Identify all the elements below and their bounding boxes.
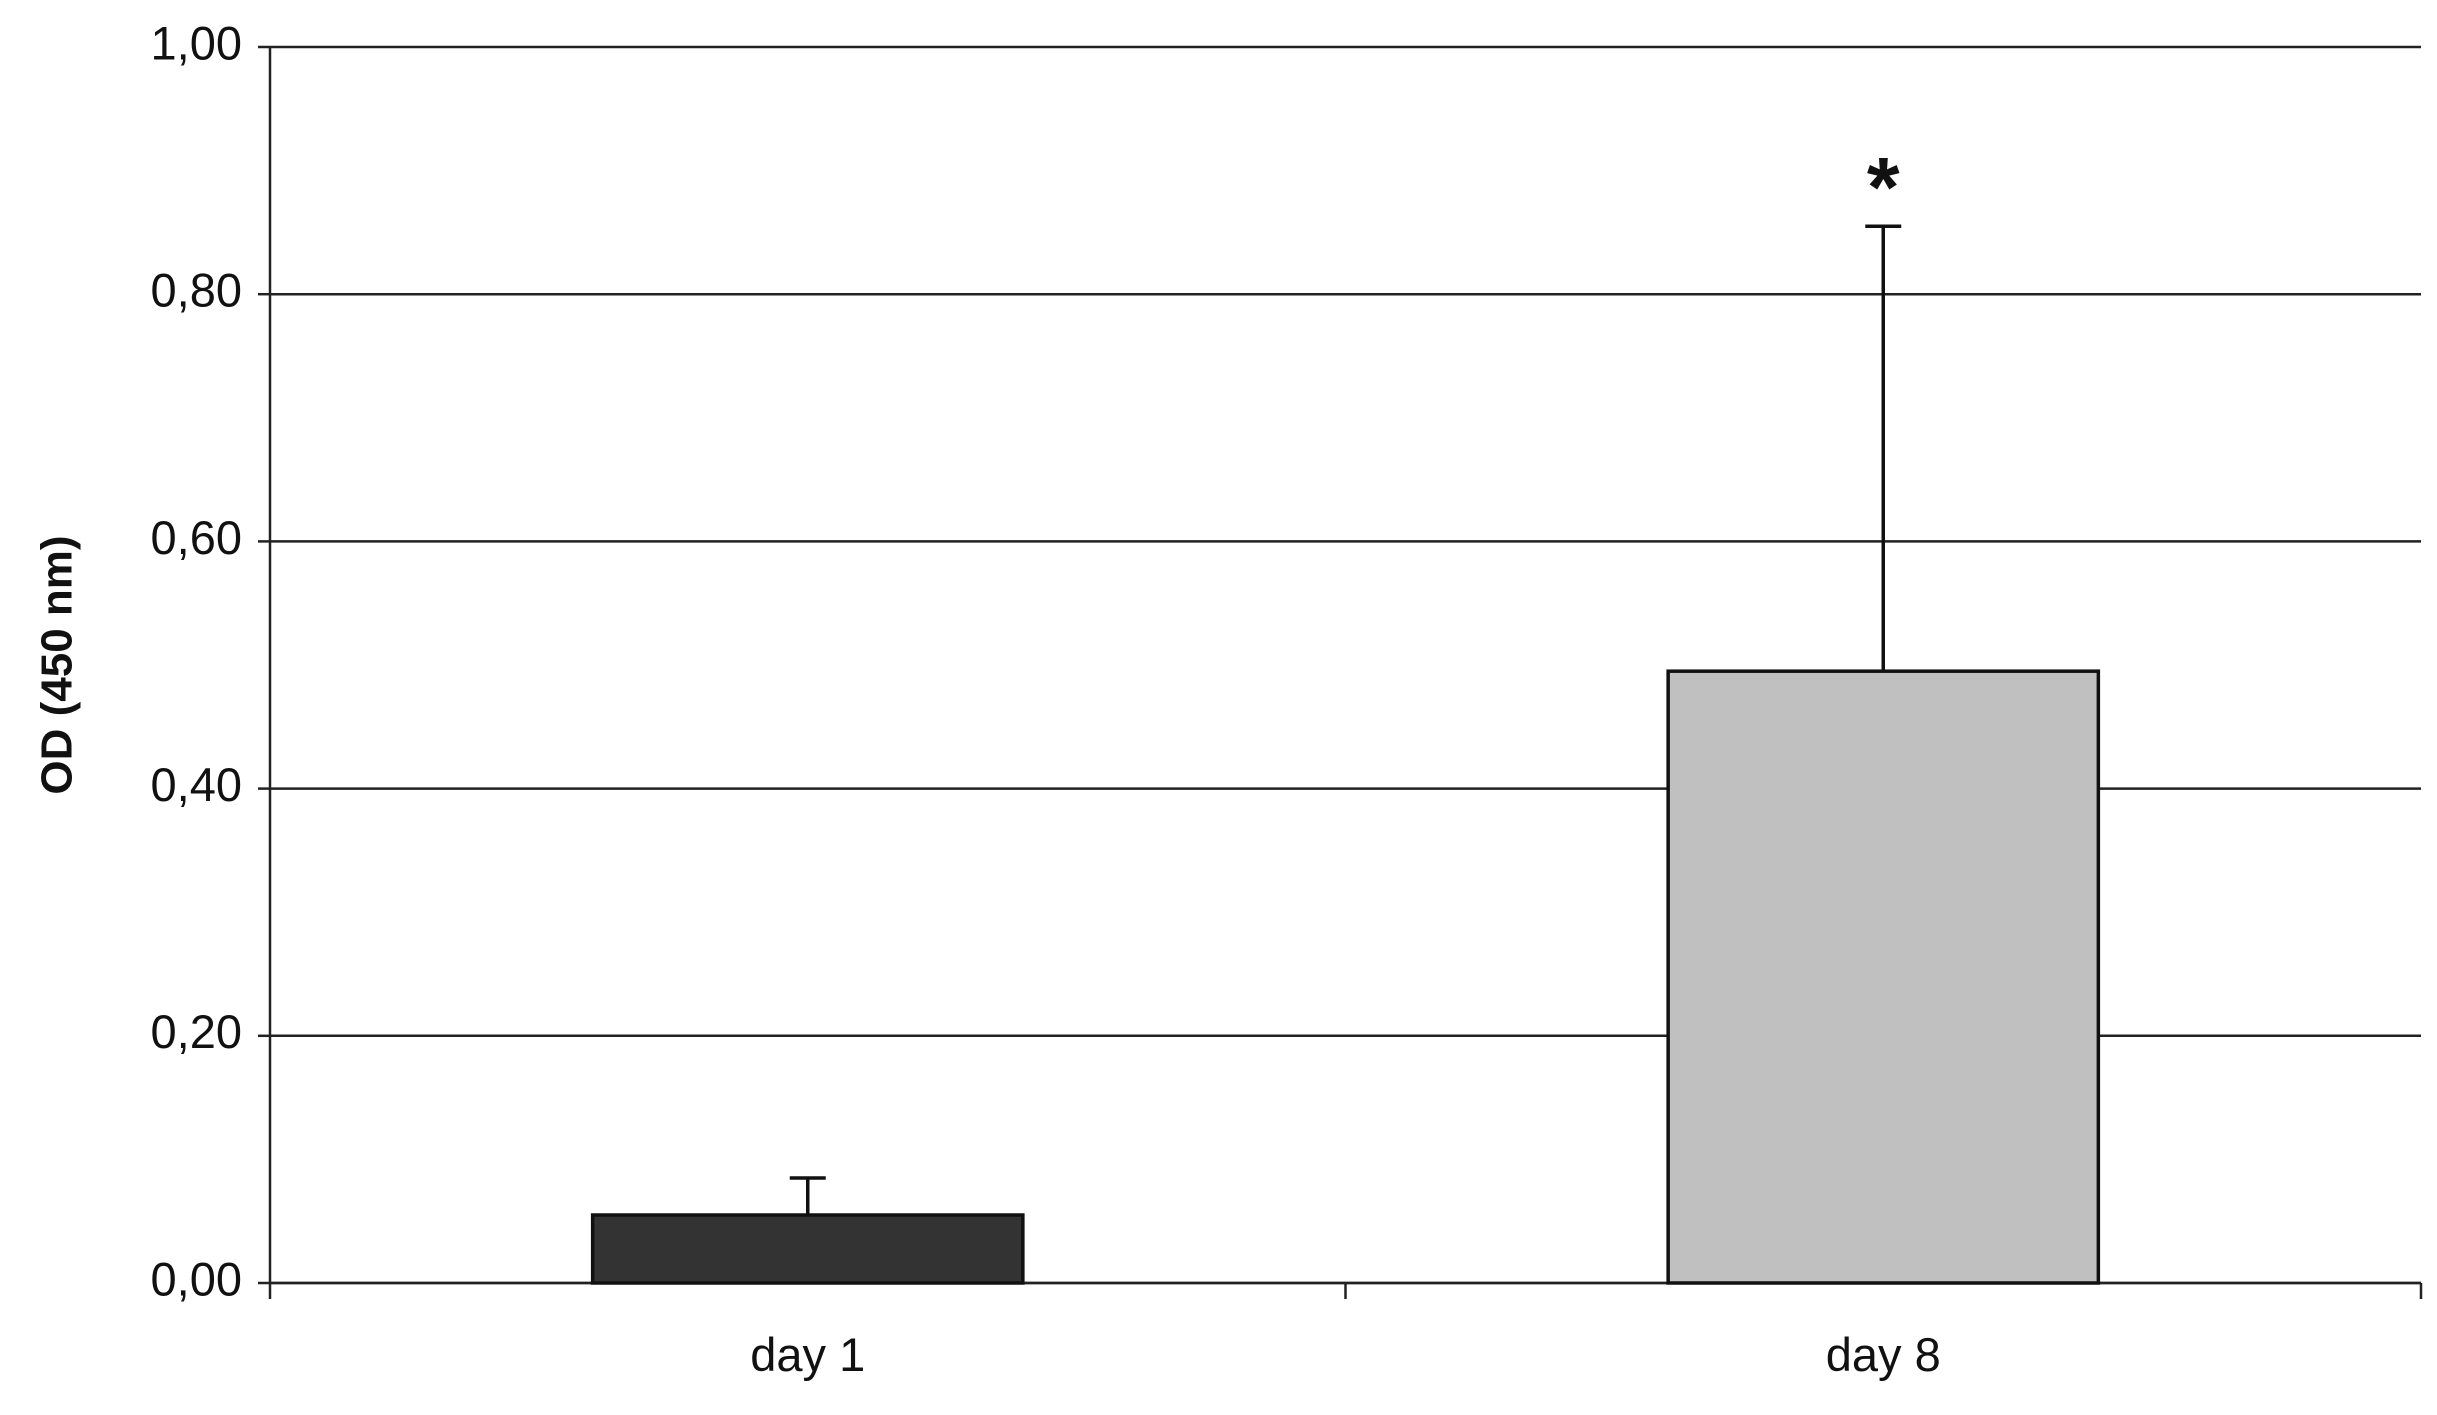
y-tick-label: 0,60 xyxy=(151,511,242,564)
y-tick-label: 1,00 xyxy=(151,16,242,69)
y-tick-label: 0,20 xyxy=(151,1005,242,1058)
y-axis-label: OD (450 nm) xyxy=(33,535,82,794)
x-tick-label: day 8 xyxy=(1826,1328,1941,1381)
bar xyxy=(1666,669,2101,1285)
y-tick-label: 0,80 xyxy=(151,264,242,317)
y-tick-label: 0,00 xyxy=(151,1252,242,1305)
x-tick-label: day 1 xyxy=(750,1328,865,1381)
y-tick-label: 0,40 xyxy=(151,758,242,811)
bar xyxy=(590,1213,1025,1285)
annotation: * xyxy=(1867,140,1900,234)
